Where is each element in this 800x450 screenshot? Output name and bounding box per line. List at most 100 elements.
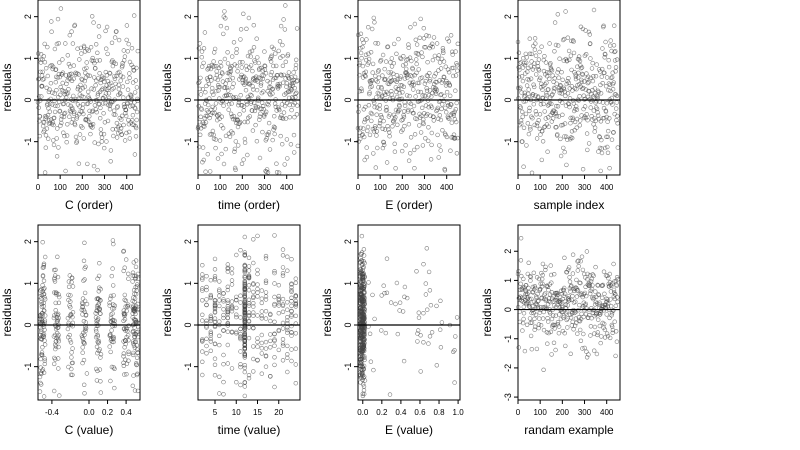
data-point <box>287 114 292 120</box>
data-point <box>113 81 118 87</box>
data-point <box>69 275 75 280</box>
data-point <box>272 343 277 348</box>
data-point <box>281 17 286 22</box>
data-point <box>47 109 52 114</box>
x-tick-label: 300 <box>578 183 592 192</box>
data-point <box>292 150 297 155</box>
data-point <box>259 309 264 314</box>
data-point <box>453 88 458 93</box>
data-point <box>118 73 124 78</box>
data-point <box>553 42 559 48</box>
data-point <box>38 325 43 330</box>
data-point <box>614 93 620 99</box>
data-point <box>277 39 283 44</box>
data-point <box>293 276 298 281</box>
data-point <box>357 72 362 78</box>
data-point <box>96 273 102 279</box>
data-point <box>130 298 135 304</box>
data-point <box>567 279 573 284</box>
data-point <box>366 25 371 30</box>
data-point <box>87 108 92 114</box>
data-point <box>448 93 453 99</box>
data-point <box>200 86 206 92</box>
data-point <box>89 14 95 19</box>
y-axis-label: residuals <box>160 63 174 111</box>
data-point <box>539 157 544 163</box>
data-point <box>440 128 445 133</box>
data-point <box>278 72 284 77</box>
data-point <box>52 91 57 96</box>
data-point <box>545 149 550 154</box>
data-point <box>433 91 439 97</box>
data-point <box>589 276 594 282</box>
data-point <box>242 295 248 300</box>
data-point <box>360 132 365 137</box>
data-point <box>526 65 531 71</box>
data-point <box>234 305 239 311</box>
data-point <box>450 49 455 54</box>
data-point <box>218 59 223 65</box>
data-point <box>128 94 134 100</box>
data-point <box>285 52 291 57</box>
data-point <box>202 124 207 129</box>
data-point <box>361 382 366 387</box>
data-point <box>582 302 588 308</box>
data-point <box>453 49 458 54</box>
data-point <box>450 73 456 79</box>
data-point <box>57 92 63 98</box>
data-point <box>267 80 272 85</box>
data-point <box>121 122 126 128</box>
y-tick-label: 1 <box>343 281 353 286</box>
data-point <box>518 281 523 286</box>
y-tick-label: -1 <box>503 138 513 146</box>
data-point <box>421 36 427 41</box>
data-point <box>543 267 548 273</box>
data-point <box>246 313 252 319</box>
data-point <box>387 392 393 397</box>
data-point <box>38 57 43 62</box>
data-point <box>73 134 79 140</box>
data-point <box>128 104 133 109</box>
data-point <box>263 297 269 302</box>
data-point <box>428 303 434 308</box>
data-point <box>242 309 248 314</box>
data-point <box>541 57 546 63</box>
data-point <box>563 93 568 99</box>
data-point <box>438 117 444 123</box>
data-point <box>76 161 82 166</box>
data-point <box>452 380 457 385</box>
data-point <box>360 345 365 351</box>
data-point <box>445 67 451 72</box>
data-point <box>612 49 617 55</box>
data-point <box>426 269 432 275</box>
data-point <box>66 86 71 92</box>
data-point <box>557 87 562 93</box>
data-point <box>230 75 235 81</box>
data-point <box>42 295 47 300</box>
data-point <box>212 256 218 262</box>
data-point <box>276 296 281 301</box>
data-point <box>255 55 260 60</box>
data-point <box>53 103 58 109</box>
data-point <box>95 50 100 55</box>
data-point <box>396 108 401 114</box>
data-point <box>110 311 115 316</box>
y-tick-label: 2 <box>23 14 33 19</box>
data-point <box>607 82 613 88</box>
data-point <box>598 91 604 96</box>
data-point <box>251 326 256 331</box>
data-point <box>255 344 260 349</box>
data-point <box>72 22 78 28</box>
data-point <box>387 112 392 117</box>
data-point <box>547 41 552 46</box>
data-point <box>263 309 269 314</box>
data-point <box>359 335 364 340</box>
data-point <box>272 337 277 342</box>
data-point <box>258 83 264 88</box>
data-point <box>55 16 61 22</box>
data-point <box>107 303 112 308</box>
data-point <box>108 378 113 384</box>
data-point <box>359 55 364 61</box>
data-point <box>280 53 285 59</box>
